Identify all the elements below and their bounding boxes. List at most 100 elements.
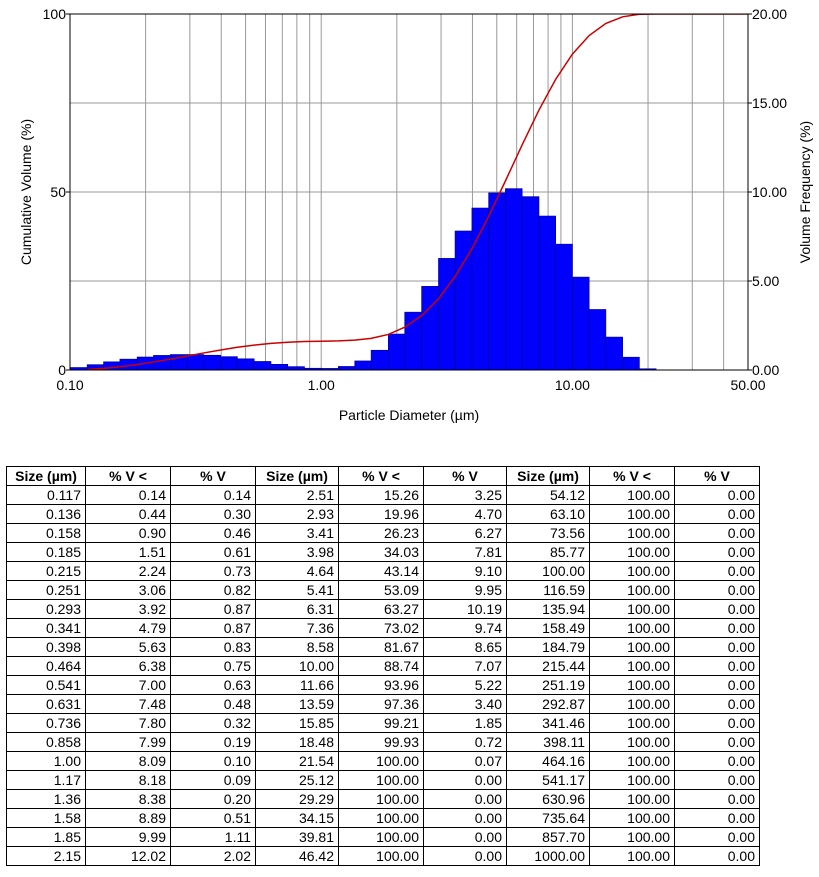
table-cell: 100.00 <box>589 827 675 847</box>
bar <box>605 336 623 370</box>
table-row: 1.85 9.99 1.11 39.81 100.00 0.00 857.70 100.00 0… <box>6 827 760 847</box>
table-row: 0.736 7.80 0.32 15.85 99.21 1.85 341.46 100.00 0… <box>6 713 760 733</box>
table-cell: 100.00 <box>589 694 675 714</box>
table-row: 0.858 7.99 0.19 18.48 99.93 0.72 398.11 100.00 0… <box>6 732 760 752</box>
table-cell: 0.00 <box>674 694 760 714</box>
table-row: 0.398 5.63 0.83 8.58 81.67 8.65 184.79 100.00 0.… <box>6 637 760 657</box>
table-cell: 63.10 <box>506 504 590 524</box>
table-cell: 0.30 <box>170 504 256 524</box>
table-cell: 0.464 <box>6 656 86 676</box>
table-cell: 0.00 <box>423 827 507 847</box>
table-cell: 2.51 <box>255 485 339 505</box>
table-cell: 0.20 <box>170 789 256 809</box>
table-cell: 18.48 <box>255 732 339 752</box>
y2-tick-label: 20.00 <box>752 6 787 22</box>
table-cell: 100.00 <box>589 637 675 657</box>
table-cell: 0.09 <box>170 770 256 790</box>
table-cell: 3.06 <box>85 580 171 600</box>
table-cell: 100.00 <box>506 561 590 581</box>
table-cell: 1.00 <box>6 751 86 771</box>
table-cell: 100.00 <box>589 656 675 676</box>
table-row: 1.00 8.09 0.10 21.54 100.00 0.07 464.16 100.00 0… <box>6 751 760 771</box>
table-cell: 100.00 <box>338 827 424 847</box>
table-cell: 0.14 <box>170 485 256 505</box>
table-cell: 1.85 <box>6 827 86 847</box>
table-cell: 0.32 <box>170 713 256 733</box>
table-cell: 0.82 <box>170 580 256 600</box>
y-tick-label: 100 <box>43 6 67 22</box>
table-cell: 7.00 <box>85 675 171 695</box>
table-cell: 15.26 <box>338 485 424 505</box>
table-cell: 630.96 <box>506 789 590 809</box>
table-cell: 0.00 <box>674 656 760 676</box>
table-cell: 1.85 <box>423 713 507 733</box>
table-cell: 116.59 <box>506 580 590 600</box>
table-cell: 13.59 <box>255 694 339 714</box>
table-cell: 0.00 <box>674 713 760 733</box>
table-cell: 292.87 <box>506 694 590 714</box>
column-header: % V <box>423 466 507 486</box>
table-cell: 0.00 <box>674 504 760 524</box>
table-cell: 100.00 <box>589 713 675 733</box>
column-header: % V < <box>85 466 171 486</box>
bar <box>153 355 171 370</box>
table-cell: 3.98 <box>255 542 339 562</box>
table-cell: 46.42 <box>255 846 339 866</box>
table-cell: 184.79 <box>506 637 590 657</box>
table-cell: 857.70 <box>506 827 590 847</box>
table-cell: 0.00 <box>423 770 507 790</box>
table-cell: 8.89 <box>85 808 171 828</box>
table-cell: 100.00 <box>338 789 424 809</box>
table-cell: 99.93 <box>338 732 424 752</box>
bar <box>338 366 356 370</box>
table-cell: 100.00 <box>338 751 424 771</box>
table-cell: 25.12 <box>255 770 339 790</box>
table-cell: 88.74 <box>338 656 424 676</box>
table-cell: 1.51 <box>85 542 171 562</box>
table-cell: 735.64 <box>506 808 590 828</box>
bar <box>572 276 590 370</box>
table-cell: 8.58 <box>255 637 339 657</box>
table-cell: 100.00 <box>589 846 675 866</box>
table-cell: 9.95 <box>423 580 507 600</box>
table-cell: 100.00 <box>589 732 675 752</box>
table-cell: 26.23 <box>338 523 424 543</box>
table-cell: 85.77 <box>506 542 590 562</box>
table-cell: 0.00 <box>423 846 507 866</box>
table-cell: 1.11 <box>170 827 256 847</box>
table-cell: 0.185 <box>6 542 86 562</box>
table-cell: 464.16 <box>506 751 590 771</box>
table-cell: 0.858 <box>6 732 86 752</box>
table-cell: 2.02 <box>170 846 256 866</box>
plot-area <box>70 14 748 370</box>
table-row: 0.158 0.90 0.46 3.41 26.23 6.27 73.56 100.00 0.0… <box>6 523 760 543</box>
table-cell: 8.38 <box>85 789 171 809</box>
y-tick-label: 0 <box>58 362 66 378</box>
table-cell: 15.85 <box>255 713 339 733</box>
table-cell: 8.18 <box>85 770 171 790</box>
column-header: Size (µm) <box>6 466 86 486</box>
table-row: 2.15 12.02 2.02 46.42 100.00 0.00 1000.00 100.0… <box>6 846 760 866</box>
table-cell: 0.00 <box>674 770 760 790</box>
table-cell: 0.541 <box>6 675 86 695</box>
table-cell: 73.02 <box>338 618 424 638</box>
table-cell: 100.00 <box>589 675 675 695</box>
table-cell: 0.46 <box>170 523 256 543</box>
table-cell: 4.64 <box>255 561 339 581</box>
table-cell: 0.136 <box>6 504 86 524</box>
table-cell: 93.96 <box>338 675 424 695</box>
table-cell: 7.07 <box>423 656 507 676</box>
y2-tick-label: 0.00 <box>752 362 779 378</box>
table-cell: 0.215 <box>6 561 86 581</box>
table-cell: 1000.00 <box>506 846 590 866</box>
table-cell: 100.00 <box>589 523 675 543</box>
bar <box>220 356 238 370</box>
table-cell: 0.398 <box>6 637 86 657</box>
table-cell: 8.09 <box>85 751 171 771</box>
table-cell: 100.00 <box>338 808 424 828</box>
table-cell: 0.63 <box>170 675 256 695</box>
table-cell: 0.00 <box>674 542 760 562</box>
column-header: Size (µm) <box>255 466 339 486</box>
table-cell: 73.56 <box>506 523 590 543</box>
table-cell: 2.15 <box>6 846 86 866</box>
